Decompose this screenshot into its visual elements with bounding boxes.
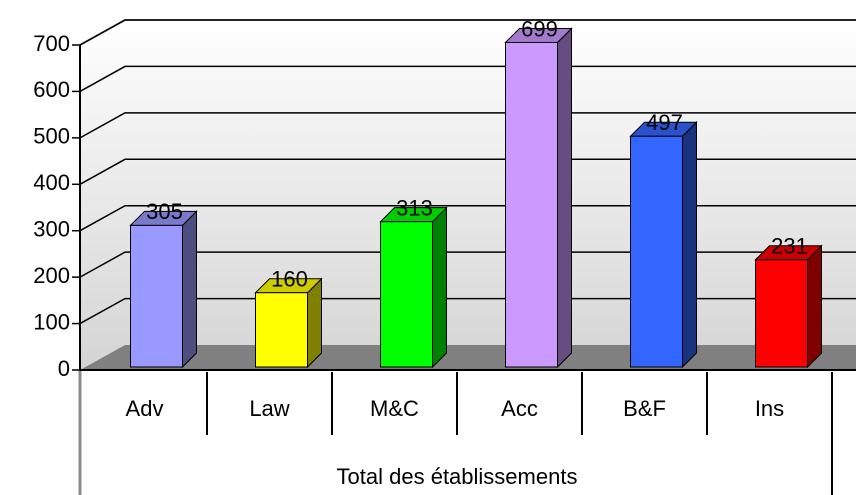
y-tick-label: 200: [33, 263, 70, 288]
data-label: 699: [521, 16, 558, 41]
bar-side: [682, 121, 697, 369]
bar: [504, 27, 573, 369]
bar-front: [255, 292, 308, 368]
y-tick-label: 600: [33, 77, 70, 102]
grid-line: [79, 112, 856, 139]
data-label: 160: [271, 267, 308, 292]
bar-side: [807, 244, 822, 369]
data-label: 231: [771, 234, 808, 259]
x-group-label: Total des établissements: [337, 464, 578, 489]
y-tick-label: 100: [33, 309, 70, 334]
bar-front: [380, 221, 433, 368]
y-tick-label: 0: [58, 356, 70, 381]
bar: [754, 244, 823, 369]
bar-front: [505, 41, 558, 368]
data-label: 305: [146, 199, 183, 224]
grid-line: [79, 65, 856, 93]
bar: [379, 206, 448, 369]
bar-side: [557, 27, 572, 369]
bar: [254, 277, 323, 369]
x-tick-label: Law: [249, 396, 289, 421]
bar-side: [182, 210, 197, 369]
y-tick-label: 500: [33, 124, 70, 149]
bar-side: [307, 277, 322, 369]
x-tick-label: Adv: [126, 396, 164, 421]
bar-front: [630, 135, 683, 368]
y-tick-label: 400: [33, 170, 70, 195]
y-tick-label: 300: [33, 217, 70, 242]
bar: [129, 210, 198, 369]
grid-line: [79, 204, 856, 232]
bar-side: [432, 206, 447, 369]
x-tick-label: Acc: [501, 396, 538, 421]
x-tick-label: Ins: [755, 396, 784, 421]
data-label: 497: [646, 110, 683, 135]
bar: [629, 121, 698, 369]
bar-front: [755, 259, 808, 368]
data-label: 313: [396, 195, 433, 220]
y-tick-label: 700: [33, 31, 70, 56]
bar-front: [130, 224, 183, 368]
grid-line: [79, 297, 856, 325]
grid-line: [79, 19, 856, 46]
grid-line: [79, 158, 856, 185]
x-tick-label: M&C: [370, 396, 419, 421]
x-tick-label: B&F: [623, 396, 666, 421]
grid-line: [79, 251, 856, 278]
